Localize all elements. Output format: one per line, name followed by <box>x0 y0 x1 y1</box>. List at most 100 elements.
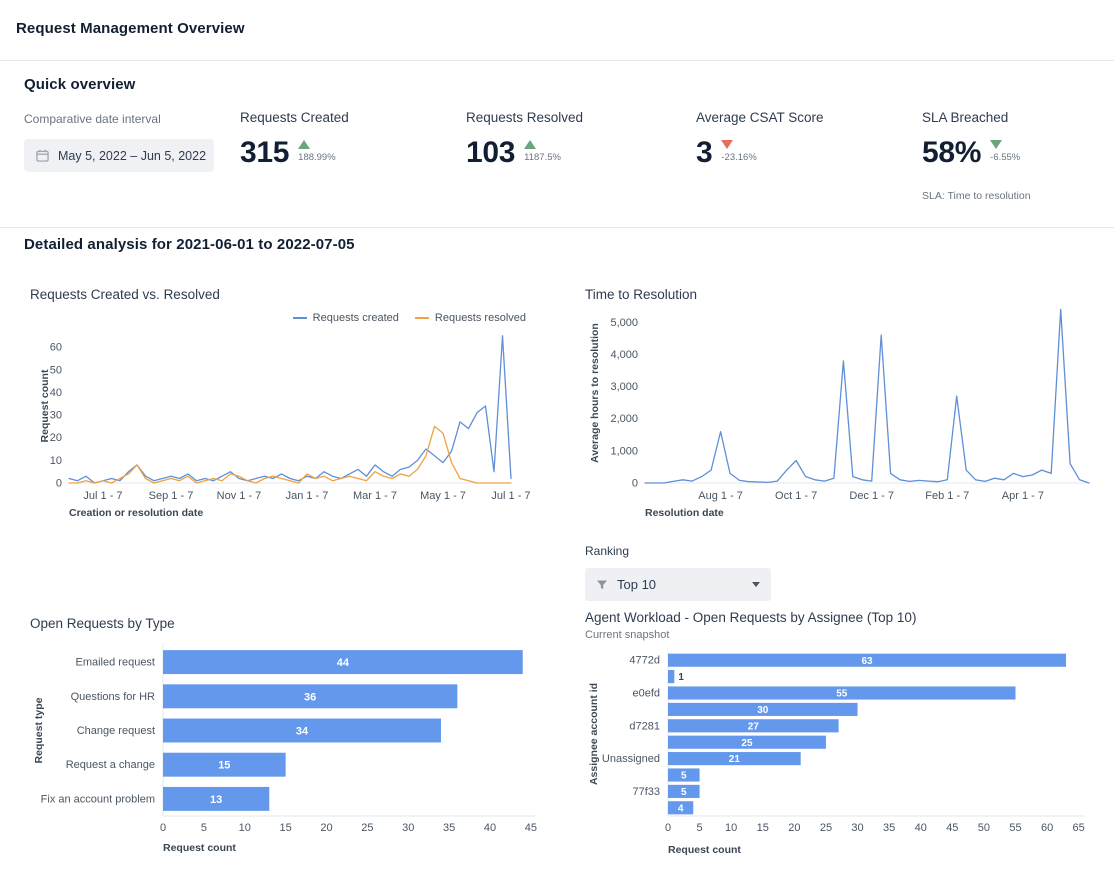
svg-text:25: 25 <box>820 822 832 834</box>
svg-text:60: 60 <box>1041 822 1053 834</box>
svg-text:3,000: 3,000 <box>610 381 638 393</box>
kpi-delta: -23.16% <box>721 152 757 163</box>
svg-text:d7281: d7281 <box>629 720 660 732</box>
sla-footnote: SLA: Time to resolution <box>922 190 1031 202</box>
time-to-resolution-plot: 0 1,000 2,000 3,000 4,000 5,000 Aug 1 - 7 Oct 1… <box>589 308 1090 519</box>
chevron-down-icon <box>752 582 760 587</box>
svg-text:Jul 1 - 7: Jul 1 - 7 <box>491 490 530 502</box>
svg-text:Average hours to resolution: Average hours to resolution <box>589 323 601 463</box>
kpi-value: 58% <box>922 136 982 169</box>
chart-requests-created-vs-resolved: Requests Created vs. Resolved Requests c… <box>30 283 550 523</box>
svg-text:May 1 - 7: May 1 - 7 <box>420 490 466 502</box>
svg-text:5,000: 5,000 <box>610 317 638 329</box>
kpi-average-csat-score: Average CSAT Score 3 -23.16% <box>696 110 824 168</box>
svg-text:0: 0 <box>56 478 62 490</box>
svg-text:20: 20 <box>788 822 800 834</box>
svg-text:77f33: 77f33 <box>632 786 660 798</box>
svg-text:Request a change: Request a change <box>66 759 155 771</box>
chart-open-requests-by-type: Open Requests by Type 44 Emailed request 3… <box>30 612 550 857</box>
svg-text:Creation or resolution date: Creation or resolution date <box>69 507 203 519</box>
kpi-value: 315 <box>240 136 290 169</box>
svg-text:0: 0 <box>160 822 166 834</box>
svg-text:Questions for HR: Questions for HR <box>71 691 155 703</box>
svg-text:Oct 1 - 7: Oct 1 - 7 <box>775 490 817 502</box>
legend-item: Requests created <box>292 312 399 324</box>
kpi-requests-resolved: Requests Resolved 103 1187.5% <box>466 110 583 168</box>
kpi-label: Requests Created <box>240 110 349 125</box>
chart-title: Open Requests by Type <box>30 616 175 631</box>
svg-text:Request count: Request count <box>39 369 51 442</box>
svg-text:30: 30 <box>402 822 414 834</box>
ranking-dropdown[interactable]: Top 10 <box>585 568 771 601</box>
legend-swatch <box>292 317 307 319</box>
svg-text:13: 13 <box>210 794 222 806</box>
date-interval-value: May 5, 2022 – Jun 5, 2022 <box>58 148 207 163</box>
svg-text:15: 15 <box>280 822 292 834</box>
svg-text:55: 55 <box>836 689 848 700</box>
legend-swatch <box>414 317 429 319</box>
chart-title: Requests Created vs. Resolved <box>30 287 220 302</box>
trend-down-icon <box>990 140 1003 149</box>
svg-text:35: 35 <box>883 822 895 834</box>
svg-text:Emailed request: Emailed request <box>76 657 156 669</box>
svg-text:2,000: 2,000 <box>610 413 638 425</box>
svg-text:36: 36 <box>304 691 316 703</box>
legend-item: Requests resolved <box>414 312 526 324</box>
svg-text:Request count: Request count <box>163 842 236 854</box>
svg-text:30: 30 <box>851 822 863 834</box>
quick-overview-heading: Quick overview <box>24 76 136 93</box>
chart-time-to-resolution: Time to Resolution 0 1,000 2,000 3,000 4,000… <box>585 283 1095 523</box>
svg-text:10: 10 <box>239 822 251 834</box>
page-title: Request Management Overview <box>16 20 245 37</box>
svg-text:21: 21 <box>729 754 741 765</box>
svg-text:10: 10 <box>50 455 62 467</box>
svg-text:Jan 1 - 7: Jan 1 - 7 <box>286 490 329 502</box>
svg-text:40: 40 <box>915 822 927 834</box>
kpi-label: Requests Resolved <box>466 110 584 125</box>
svg-text:44: 44 <box>337 657 350 669</box>
open-requests-by-type-plot: 44 Emailed request 36 Questions for HR 34 Cha… <box>33 645 537 854</box>
svg-text:Nov 1 - 7: Nov 1 - 7 <box>217 490 262 502</box>
divider <box>0 227 1114 228</box>
trend-up-icon <box>298 140 311 149</box>
filter-icon <box>596 579 608 591</box>
svg-text:63: 63 <box>861 656 873 667</box>
ranking-label: Ranking <box>585 544 630 558</box>
date-interval-label: Comparative date interval <box>24 112 161 126</box>
trend-down-icon <box>721 140 734 149</box>
svg-text:15: 15 <box>218 760 230 772</box>
svg-text:Feb 1 - 7: Feb 1 - 7 <box>925 490 969 502</box>
svg-text:Unassigned: Unassigned <box>602 753 660 765</box>
svg-text:5: 5 <box>681 787 687 798</box>
trend-up-icon <box>524 140 537 149</box>
svg-text:50: 50 <box>978 822 990 834</box>
svg-text:10: 10 <box>725 822 737 834</box>
svg-text:Assignee account id: Assignee account id <box>588 683 600 785</box>
chart-title: Agent Workload - Open Requests by Assign… <box>585 610 917 625</box>
kpi-delta: 188.99% <box>298 152 336 163</box>
agent-workload-plot: 634772d155e0efd3027d72812521Unassigned55… <box>588 652 1085 856</box>
date-interval-picker[interactable]: May 5, 2022 – Jun 5, 2022 <box>24 139 214 172</box>
svg-text:Change request: Change request <box>77 725 155 737</box>
svg-text:60: 60 <box>50 342 62 354</box>
svg-text:e0efd: e0efd <box>632 688 660 700</box>
kpi-delta: -6.55% <box>990 152 1021 163</box>
svg-text:4772d: 4772d <box>629 655 660 667</box>
kpi-sla-breached: SLA Breached 58% -6.55% SLA: Time to res… <box>922 110 1031 202</box>
svg-text:4,000: 4,000 <box>610 349 638 361</box>
svg-text:30: 30 <box>757 705 769 716</box>
svg-text:65: 65 <box>1073 822 1085 834</box>
kpi-value: 3 <box>696 136 713 169</box>
kpi-value: 103 <box>466 136 516 169</box>
svg-text:27: 27 <box>748 721 760 732</box>
svg-text:5: 5 <box>697 822 703 834</box>
svg-text:45: 45 <box>525 822 537 834</box>
svg-text:Fix an account problem: Fix an account problem <box>41 793 155 805</box>
kpi-requests-created: Requests Created 315 188.99% <box>240 110 349 168</box>
kpi-delta: 1187.5% <box>524 152 561 163</box>
divider <box>0 60 1114 61</box>
svg-text:25: 25 <box>361 822 373 834</box>
svg-text:0: 0 <box>632 478 638 490</box>
svg-text:25: 25 <box>741 738 753 749</box>
svg-text:55: 55 <box>1009 822 1021 834</box>
